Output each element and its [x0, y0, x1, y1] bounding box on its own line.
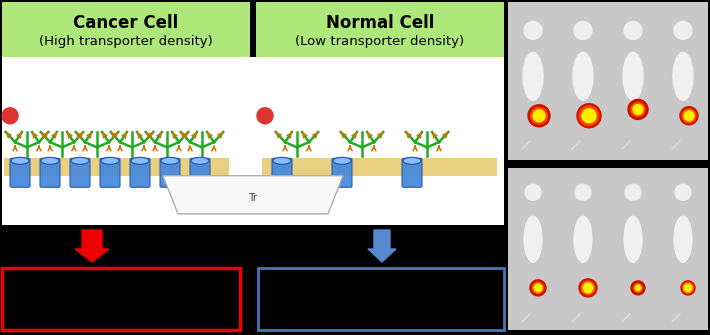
Ellipse shape [161, 157, 179, 164]
Circle shape [2, 108, 18, 124]
Circle shape [628, 99, 648, 120]
Ellipse shape [71, 157, 89, 164]
Circle shape [574, 21, 592, 40]
Ellipse shape [673, 215, 693, 263]
Ellipse shape [273, 157, 291, 164]
Circle shape [684, 284, 692, 292]
Text: Tr: Tr [248, 193, 258, 203]
Circle shape [579, 279, 597, 297]
Ellipse shape [101, 157, 119, 164]
Circle shape [257, 108, 273, 124]
Circle shape [625, 184, 641, 200]
Circle shape [582, 109, 596, 123]
Ellipse shape [622, 51, 644, 101]
Ellipse shape [131, 157, 149, 164]
Circle shape [633, 105, 643, 115]
Ellipse shape [523, 215, 543, 263]
Circle shape [635, 285, 641, 291]
Bar [2, 268, 240, 330]
FancyArrow shape [75, 230, 109, 262]
FancyBboxPatch shape [100, 158, 120, 187]
Circle shape [675, 184, 691, 200]
Bar [2, 225, 504, 335]
FancyBboxPatch shape [190, 158, 210, 187]
Circle shape [682, 109, 696, 123]
FancyBboxPatch shape [130, 158, 150, 187]
Circle shape [634, 284, 643, 292]
Circle shape [575, 184, 591, 200]
Circle shape [681, 281, 695, 295]
Bar [262, 158, 497, 176]
Ellipse shape [522, 51, 544, 101]
Text: Cancer Cell: Cancer Cell [73, 14, 179, 32]
Circle shape [680, 107, 698, 125]
Text: (High transporter density): (High transporter density) [39, 35, 213, 48]
Polygon shape [163, 176, 343, 214]
Ellipse shape [191, 157, 209, 164]
Circle shape [583, 283, 593, 293]
Bar [508, 2, 708, 160]
Circle shape [528, 105, 550, 127]
Ellipse shape [333, 157, 351, 164]
Text: Tr: Tr [248, 193, 258, 203]
FancyBboxPatch shape [10, 158, 30, 187]
FancyBboxPatch shape [70, 158, 90, 187]
FancyBboxPatch shape [272, 158, 292, 187]
Bar [4, 158, 229, 176]
Ellipse shape [572, 51, 594, 101]
Bar [256, 2, 504, 57]
Ellipse shape [403, 157, 421, 164]
FancyBboxPatch shape [332, 158, 352, 187]
Circle shape [631, 281, 645, 295]
Circle shape [631, 103, 645, 117]
Ellipse shape [672, 51, 694, 101]
Circle shape [532, 282, 544, 293]
FancyBboxPatch shape [402, 158, 422, 187]
Bar [508, 168, 708, 330]
Circle shape [682, 282, 694, 293]
FancyBboxPatch shape [40, 158, 60, 187]
Bar [258, 268, 504, 330]
Circle shape [684, 111, 694, 121]
Ellipse shape [623, 215, 643, 263]
Circle shape [530, 280, 546, 296]
Circle shape [577, 104, 601, 128]
FancyArrow shape [368, 230, 396, 262]
Circle shape [524, 21, 542, 40]
Text: Normal Cell: Normal Cell [326, 14, 435, 32]
Circle shape [525, 184, 541, 200]
Circle shape [581, 281, 595, 295]
Ellipse shape [573, 215, 593, 263]
Text: (Low transporter density): (Low transporter density) [295, 35, 464, 48]
Bar [2, 57, 504, 225]
Circle shape [534, 284, 542, 292]
Ellipse shape [41, 157, 59, 164]
Circle shape [579, 106, 599, 126]
Ellipse shape [11, 157, 29, 164]
Circle shape [530, 107, 547, 124]
Polygon shape [163, 176, 343, 214]
Circle shape [674, 21, 692, 40]
Circle shape [533, 110, 545, 122]
Circle shape [624, 21, 642, 40]
Bar [2, 2, 250, 57]
Bar [167, 176, 342, 221]
FancyBboxPatch shape [160, 158, 180, 187]
